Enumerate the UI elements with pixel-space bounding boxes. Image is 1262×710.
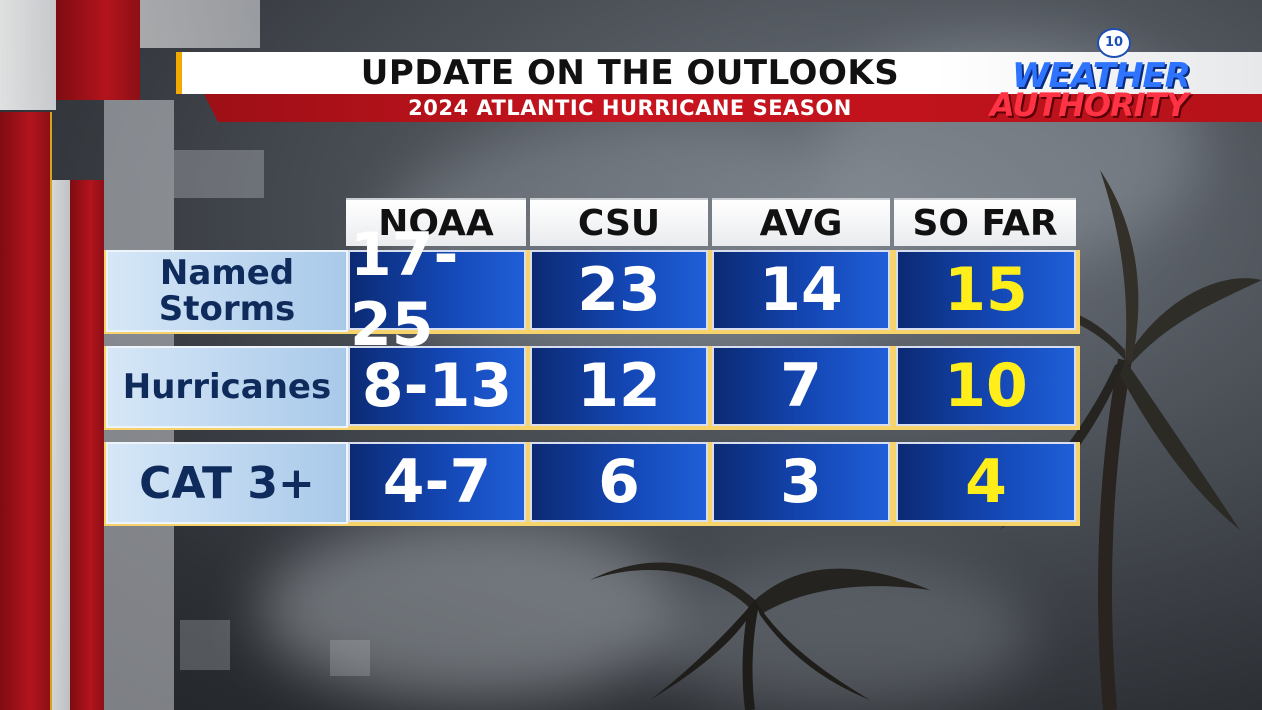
cell-avg: 14 [712, 250, 890, 330]
column-header-avg: AVG [712, 198, 890, 246]
decor-grey-small-2 [330, 640, 370, 676]
decor-white-block [140, 0, 260, 48]
column-header-csu: CSU [530, 198, 708, 246]
palm-tree-center-icon [590, 562, 930, 710]
column-header-noaa: NOAA [346, 198, 526, 246]
page-subtitle: 2024 ATLANTIC HURRICANE SEASON [408, 96, 852, 120]
decor-white-column [52, 180, 70, 710]
cell-avg: 3 [712, 442, 890, 522]
logo-word-authority: AUTHORITY [990, 86, 1189, 124]
page-title: UPDATE ON THE OUTLOOKS [360, 53, 900, 93]
decor-grey-block-2 [174, 150, 264, 198]
cell-avg: 7 [712, 346, 890, 426]
cell-so-far: 15 [896, 250, 1076, 330]
decor-red-column [70, 180, 104, 710]
column-header-so-far: SO FAR [894, 198, 1076, 246]
row-label-hurricanes: Hurricanes [106, 346, 348, 428]
row-label-named-storms: Named Storms [106, 250, 348, 332]
cell-csu: 6 [530, 442, 708, 522]
cell-csu: 23 [530, 250, 708, 330]
cell-csu: 12 [530, 346, 708, 426]
title-bar [176, 52, 1262, 94]
decor-gold-line [50, 112, 52, 710]
palm-tree-right-icon [960, 170, 1262, 710]
title-accent [176, 52, 182, 94]
cell-so-far: 4 [896, 442, 1076, 522]
decor-white-panel [0, 0, 56, 110]
cell-noaa: 8-13 [348, 346, 526, 426]
decor-grey-small [180, 620, 230, 670]
logo-word-weather: WEATHER [1012, 56, 1191, 96]
decor-red-panel-left [0, 112, 50, 710]
subtitle-bar [204, 94, 1262, 122]
channel-badge: 10 [1097, 28, 1131, 58]
cell-noaa: 4-7 [348, 442, 526, 522]
station-logo: 10 WEATHER AUTHORITY [990, 28, 1240, 128]
decor-red-strip-top [56, 0, 140, 100]
row-label-cat3: CAT 3+ [106, 442, 348, 524]
cell-so-far: 10 [896, 346, 1076, 426]
cell-noaa: 17-25 [348, 220, 526, 360]
